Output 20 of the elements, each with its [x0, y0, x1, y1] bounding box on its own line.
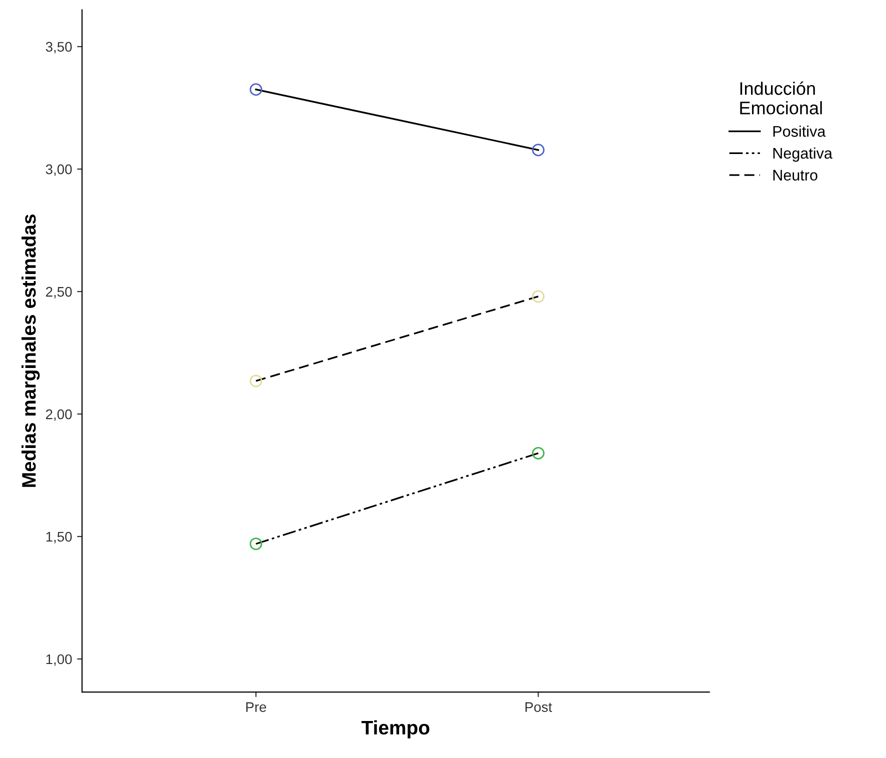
point: [250, 538, 262, 550]
point: [250, 83, 262, 96]
y-tick-label: 3,00: [46, 164, 72, 176]
y-tick-label: 1,00: [46, 654, 72, 666]
legend-label: Neutro: [773, 170, 818, 181]
point: [532, 290, 545, 303]
y-axis-title: Medias marginales estimadas: [22, 214, 40, 487]
x-axis-title: Tiempo: [362, 720, 430, 738]
legend-title: Inducción Emocional: [740, 81, 822, 114]
point: [250, 374, 262, 388]
y-tick-label: 3,50: [46, 42, 72, 54]
x-tick-label: Pre: [246, 702, 266, 712]
legend-label: Positiva: [773, 126, 826, 137]
x-tick-label: Post: [525, 702, 552, 712]
point: [532, 144, 545, 156]
point: [532, 446, 545, 460]
legend-label: Negativa: [773, 147, 832, 162]
y-tick-label: 2,00: [46, 409, 72, 421]
y-tick-label: 1,50: [46, 532, 72, 544]
y-tick-label: 2,50: [46, 286, 72, 298]
